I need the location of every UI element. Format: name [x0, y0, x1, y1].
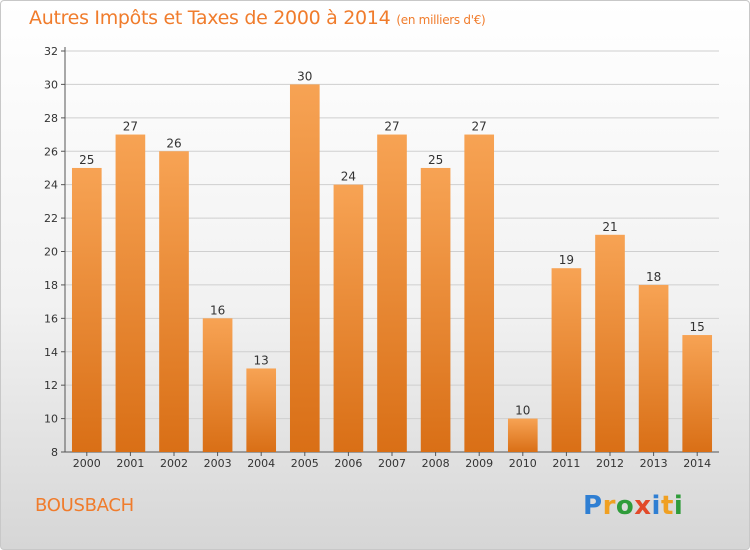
- x-tick-label-2012: 2012: [596, 457, 624, 470]
- logo-letter: i: [673, 491, 684, 521]
- data-label-2012: 21: [602, 220, 617, 234]
- y-tick-label: 22: [44, 212, 58, 225]
- bar-2011: [551, 268, 582, 452]
- data-label-2001: 27: [123, 120, 138, 134]
- data-label-2000: 25: [79, 153, 94, 167]
- logo-letter: o: [615, 491, 635, 521]
- y-tick-label: 24: [44, 179, 58, 192]
- bar-2014: [682, 335, 713, 452]
- data-label-2006: 24: [341, 170, 356, 184]
- data-label-2011: 19: [559, 253, 574, 267]
- bar-2001: [115, 134, 146, 452]
- x-tick-label-2003: 2003: [204, 457, 232, 470]
- x-tick-label-2013: 2013: [640, 457, 668, 470]
- y-tick-label: 16: [44, 312, 58, 325]
- data-label-2002: 26: [166, 136, 181, 150]
- x-tick-label-2006: 2006: [334, 457, 362, 470]
- y-tick-label: 32: [44, 45, 58, 58]
- data-label-2004: 13: [254, 353, 269, 367]
- bar-2002: [159, 151, 189, 452]
- logo-letter: x: [634, 491, 652, 521]
- x-tick-label-2001: 2001: [116, 457, 144, 470]
- y-tick-label: 26: [44, 145, 58, 158]
- x-tick-label-2007: 2007: [378, 457, 406, 470]
- x-tick-label-2010: 2010: [509, 457, 537, 470]
- y-tick-label: 10: [44, 413, 58, 426]
- bar-2000: [71, 167, 102, 453]
- x-tick-label-2014: 2014: [683, 457, 711, 470]
- bar-2006: [333, 184, 364, 452]
- location-name: BOUSBACH: [35, 495, 134, 516]
- chart-unit: (en milliers d'€): [396, 13, 486, 27]
- data-label-2009: 27: [472, 120, 487, 134]
- x-tick-label-2002: 2002: [160, 457, 188, 470]
- logo-letter: r: [602, 491, 616, 521]
- data-label-2014: 15: [690, 320, 705, 334]
- y-tick-label: 8: [51, 446, 58, 459]
- data-label-2007: 27: [384, 120, 399, 134]
- bar-2013: [638, 284, 669, 452]
- x-tick-label-2000: 2000: [73, 457, 101, 470]
- x-tick-label-2011: 2011: [552, 457, 580, 470]
- bar-2005: [289, 84, 320, 453]
- y-tick-label: 14: [44, 346, 58, 359]
- bar-2009: [464, 134, 495, 452]
- y-tick-label: 18: [44, 279, 58, 292]
- data-label-2003: 16: [210, 303, 225, 317]
- x-tick-label-2005: 2005: [291, 457, 319, 470]
- x-tick-label-2009: 2009: [465, 457, 493, 470]
- bar-2007: [377, 134, 407, 452]
- y-tick-label: 28: [44, 112, 58, 125]
- y-tick-label: 20: [44, 246, 58, 259]
- x-tick-label-2008: 2008: [422, 457, 450, 470]
- data-label-2005: 30: [297, 69, 312, 83]
- data-label-2008: 25: [428, 153, 443, 167]
- bar-2008: [420, 167, 451, 453]
- bar-2004: [246, 368, 277, 452]
- x-tick-label-2004: 2004: [247, 457, 275, 470]
- y-tick-label: 12: [44, 379, 58, 392]
- proxiti-logo[interactable]: Proxiti: [583, 491, 683, 521]
- y-tick-label: 30: [44, 78, 58, 91]
- bar-2012: [595, 234, 625, 452]
- bar-2010: [507, 418, 538, 452]
- data-labels: 25 27 26 16 13 30 24 27 25 27 10 19 21 18 15: [79, 69, 705, 417]
- logo-letter: i: [651, 491, 661, 521]
- chart-title: Autres Impôts et Taxes de 2000 à 2014 (en…: [29, 7, 486, 29]
- logo-letter: t: [660, 491, 674, 521]
- bar-2003: [202, 318, 233, 452]
- logo-letter: P: [583, 491, 603, 521]
- data-label-2013: 18: [646, 270, 661, 284]
- chart-title-text: Autres Impôts et Taxes de 2000 à 2014: [29, 7, 391, 29]
- bars: [71, 84, 713, 453]
- data-label-2010: 10: [515, 404, 530, 418]
